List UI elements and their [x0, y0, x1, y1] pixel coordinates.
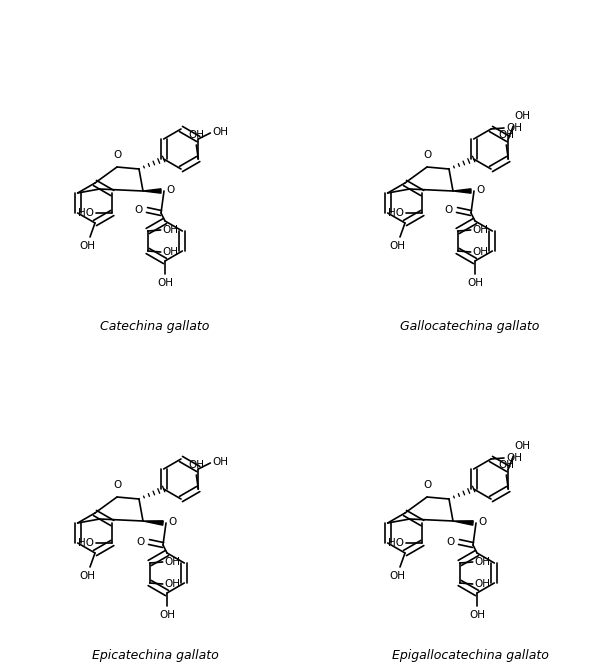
Text: OH: OH [475, 557, 491, 567]
Text: O: O [446, 537, 455, 547]
Text: OH: OH [79, 571, 95, 581]
Text: OH: OH [212, 457, 228, 467]
Text: OH: OH [389, 571, 405, 581]
Text: OH: OH [212, 127, 228, 137]
Text: OH: OH [163, 225, 179, 235]
Text: OH: OH [188, 130, 204, 140]
Text: Gallocatechina gallato: Gallocatechina gallato [400, 319, 540, 333]
Text: O: O [114, 150, 122, 160]
Text: OH: OH [475, 579, 491, 589]
Text: OH: OH [498, 130, 514, 140]
Text: OH: OH [188, 460, 204, 470]
Text: OH: OH [163, 247, 179, 257]
Text: O: O [114, 480, 122, 490]
Text: OH: OH [514, 111, 530, 121]
Text: OH: OH [467, 278, 483, 288]
Text: OH: OH [473, 225, 489, 235]
Text: O: O [166, 185, 174, 195]
Text: Catechina gallato: Catechina gallato [100, 319, 210, 333]
Text: O: O [476, 185, 484, 195]
Text: HO: HO [78, 208, 94, 218]
Text: O: O [445, 205, 453, 215]
Text: OH: OH [498, 460, 514, 470]
Polygon shape [143, 189, 161, 193]
Text: OH: OH [165, 557, 181, 567]
Text: HO: HO [78, 538, 94, 548]
Text: OH: OH [506, 123, 522, 133]
Polygon shape [143, 521, 163, 525]
Text: O: O [478, 517, 486, 527]
Polygon shape [453, 189, 471, 193]
Text: OH: OH [514, 441, 530, 451]
Text: OH: OH [469, 610, 485, 620]
Text: O: O [424, 150, 432, 160]
Text: OH: OH [157, 278, 173, 288]
Text: O: O [135, 205, 143, 215]
Text: OH: OH [159, 610, 175, 620]
Text: OH: OH [389, 241, 405, 251]
Text: OH: OH [79, 241, 95, 251]
Text: OH: OH [473, 247, 489, 257]
Text: HO: HO [388, 208, 404, 218]
Text: Epicatechina gallato: Epicatechina gallato [92, 649, 218, 663]
Text: OH: OH [506, 453, 522, 463]
Text: HO: HO [388, 538, 404, 548]
Text: Epigallocatechina gallato: Epigallocatechina gallato [392, 649, 549, 663]
Text: OH: OH [165, 579, 181, 589]
Text: O: O [424, 480, 432, 490]
Text: O: O [168, 517, 177, 527]
Polygon shape [453, 521, 473, 525]
Text: O: O [137, 537, 145, 547]
